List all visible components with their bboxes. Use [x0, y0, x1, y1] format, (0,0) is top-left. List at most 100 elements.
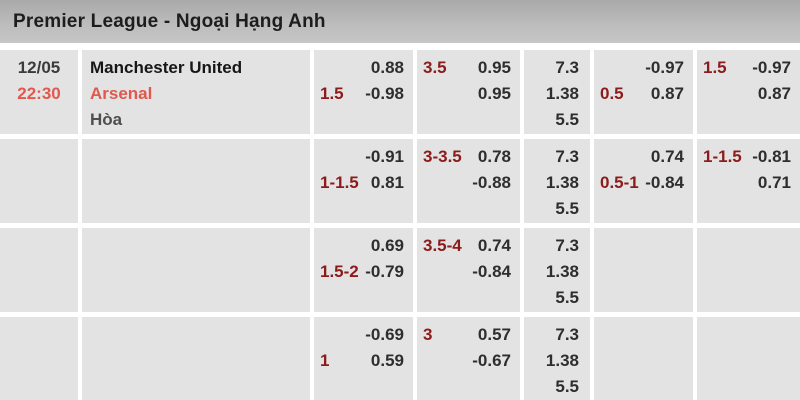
handicap-value: 1-1.5: [320, 173, 359, 192]
odds-row-3: 0.69 1.5-2 -0.79 3.5-4 0.74 -0.84 7.3 1.38…: [0, 228, 800, 312]
odds-value: 1.38: [545, 262, 579, 281]
odds-value: 0.95: [477, 84, 511, 103]
odds-line: 0.5-1 -0.84: [594, 170, 693, 196]
odds-line: 1.5 -0.97: [697, 55, 800, 81]
handicap-ft-cell[interactable]: -0.91 1-1.5 0.81: [314, 139, 413, 223]
odds-line: 0.5 0.87: [594, 81, 693, 107]
one-x-two-ft-cell[interactable]: 7.3 1.38 5.5: [524, 50, 590, 134]
odds-line: 5.5: [524, 196, 590, 222]
odds-line: 3 0.57: [417, 322, 520, 348]
odds-value: 7.3: [555, 147, 579, 166]
odds-value: 1.38: [545, 173, 579, 192]
handicap-h1-cell: [594, 317, 693, 400]
odds-value: 0.87: [757, 84, 791, 103]
match-datetime-cell: 12/05 22:30: [0, 50, 78, 134]
odds-table: 12/05 22:30 Manchester United Arsenal Hò…: [0, 50, 800, 400]
odds-row-1: 12/05 22:30 Manchester United Arsenal Hò…: [0, 50, 800, 134]
odds-line: -0.91: [314, 144, 413, 170]
handicap-h1-cell[interactable]: -0.97 0.5 0.87: [594, 50, 693, 134]
match-datetime-cell: [0, 228, 78, 312]
odds-value: -0.91: [365, 147, 404, 166]
odds-value: 7.3: [555, 325, 579, 344]
handicap-h1-cell[interactable]: 0.74 0.5-1 -0.84: [594, 139, 693, 223]
over-under-h1-cell[interactable]: 1-1.5 -0.81 0.71: [697, 139, 800, 223]
odds-line: 7.3: [524, 144, 590, 170]
handicap-value: 1.5-2: [320, 262, 359, 281]
odds-value: 0.74: [650, 147, 684, 166]
odds-value: 5.5: [555, 377, 579, 396]
odds-line: -0.97: [594, 55, 693, 81]
odds-line: 1-1.5 0.81: [314, 170, 413, 196]
over-under-h1-cell[interactable]: 1.5 -0.97 0.87: [697, 50, 800, 134]
odds-row-2: -0.91 1-1.5 0.81 3-3.5 0.78 -0.88 7.3 1.38…: [0, 139, 800, 223]
over-under-h1-cell: [697, 317, 800, 400]
odds-line: 3.5-4 0.74: [417, 233, 520, 259]
league-header: Premier League - Ngoại Hạng Anh: [0, 0, 800, 43]
handicap-value: 0.5-1: [600, 173, 639, 192]
match-datetime-cell: [0, 317, 78, 400]
handicap-h1-cell: [594, 228, 693, 312]
total-line-value: 3: [423, 325, 433, 344]
odds-line: -0.69: [314, 322, 413, 348]
odds-line: 1 0.59: [314, 348, 413, 374]
odds-line: 0.88: [314, 55, 413, 81]
match-teams-cell: [82, 228, 310, 312]
odds-value: -0.81: [752, 147, 791, 166]
over-under-ft-cell[interactable]: 3.5-4 0.74 -0.84: [417, 228, 520, 312]
odds-line: 1.38: [524, 81, 590, 107]
odds-value: -0.97: [645, 58, 684, 77]
odds-value: -0.79: [365, 262, 404, 281]
total-line-value: 3.5-4: [423, 236, 462, 255]
draw-label: Hòa: [90, 110, 123, 129]
one-x-two-ft-cell[interactable]: 7.3 1.38 5.5: [524, 317, 590, 400]
odds-line: 5.5: [524, 374, 590, 400]
odds-line: -0.67: [417, 348, 520, 374]
odds-value: -0.97: [752, 58, 791, 77]
odds-line: 1.38: [524, 170, 590, 196]
odds-value: 0.95: [477, 58, 511, 77]
total-line-value: 3.5: [423, 58, 447, 77]
total-line-value: 3-3.5: [423, 147, 462, 166]
odds-line: 5.5: [524, 107, 590, 133]
odds-value: 7.3: [555, 236, 579, 255]
handicap-ft-cell[interactable]: 0.69 1.5-2 -0.79: [314, 228, 413, 312]
handicap-ft-cell[interactable]: 0.88 1.5 -0.98: [314, 50, 413, 134]
odds-line: 3.5 0.95: [417, 55, 520, 81]
over-under-h1-cell: [697, 228, 800, 312]
odds-value: 1.38: [545, 84, 579, 103]
total-line-value: 1-1.5: [703, 147, 742, 166]
odds-line: 3-3.5 0.78: [417, 144, 520, 170]
odds-value: 0.69: [370, 236, 404, 255]
odds-line: 7.3: [524, 233, 590, 259]
one-x-two-ft-cell[interactable]: 7.3 1.38 5.5: [524, 228, 590, 312]
odds-value: 5.5: [555, 199, 579, 218]
odds-line: 7.3: [524, 55, 590, 81]
odds-value: 7.3: [555, 58, 579, 77]
odds-value: 1.38: [545, 351, 579, 370]
match-teams-cell: [82, 139, 310, 223]
match-date: 12/05: [17, 58, 61, 77]
odds-line: 0.71: [697, 170, 800, 196]
odds-line: 0.95: [417, 81, 520, 107]
odds-value: 0.87: [650, 84, 684, 103]
odds-value: -0.88: [472, 173, 511, 192]
handicap-value: 1: [320, 351, 330, 370]
odds-value: 0.57: [477, 325, 511, 344]
match-teams-cell: [82, 317, 310, 400]
odds-value: -0.67: [472, 351, 511, 370]
one-x-two-ft-cell[interactable]: 7.3 1.38 5.5: [524, 139, 590, 223]
over-under-ft-cell[interactable]: 3 0.57 -0.67: [417, 317, 520, 400]
odds-value: 0.59: [370, 351, 404, 370]
odds-line: 0.87: [697, 81, 800, 107]
over-under-ft-cell[interactable]: 3-3.5 0.78 -0.88: [417, 139, 520, 223]
over-under-ft-cell[interactable]: 3.5 0.95 0.95: [417, 50, 520, 134]
home-team-name: Manchester United: [90, 58, 243, 77]
odds-line: -0.84: [417, 259, 520, 285]
handicap-ft-cell[interactable]: -0.69 1 0.59: [314, 317, 413, 400]
odds-value: 0.74: [477, 236, 511, 255]
odds-line: -0.88: [417, 170, 520, 196]
odds-value: 0.78: [477, 147, 511, 166]
odds-value: -0.69: [365, 325, 404, 344]
odds-value: -0.84: [645, 173, 684, 192]
match-teams-cell: Manchester United Arsenal Hòa: [82, 50, 310, 134]
